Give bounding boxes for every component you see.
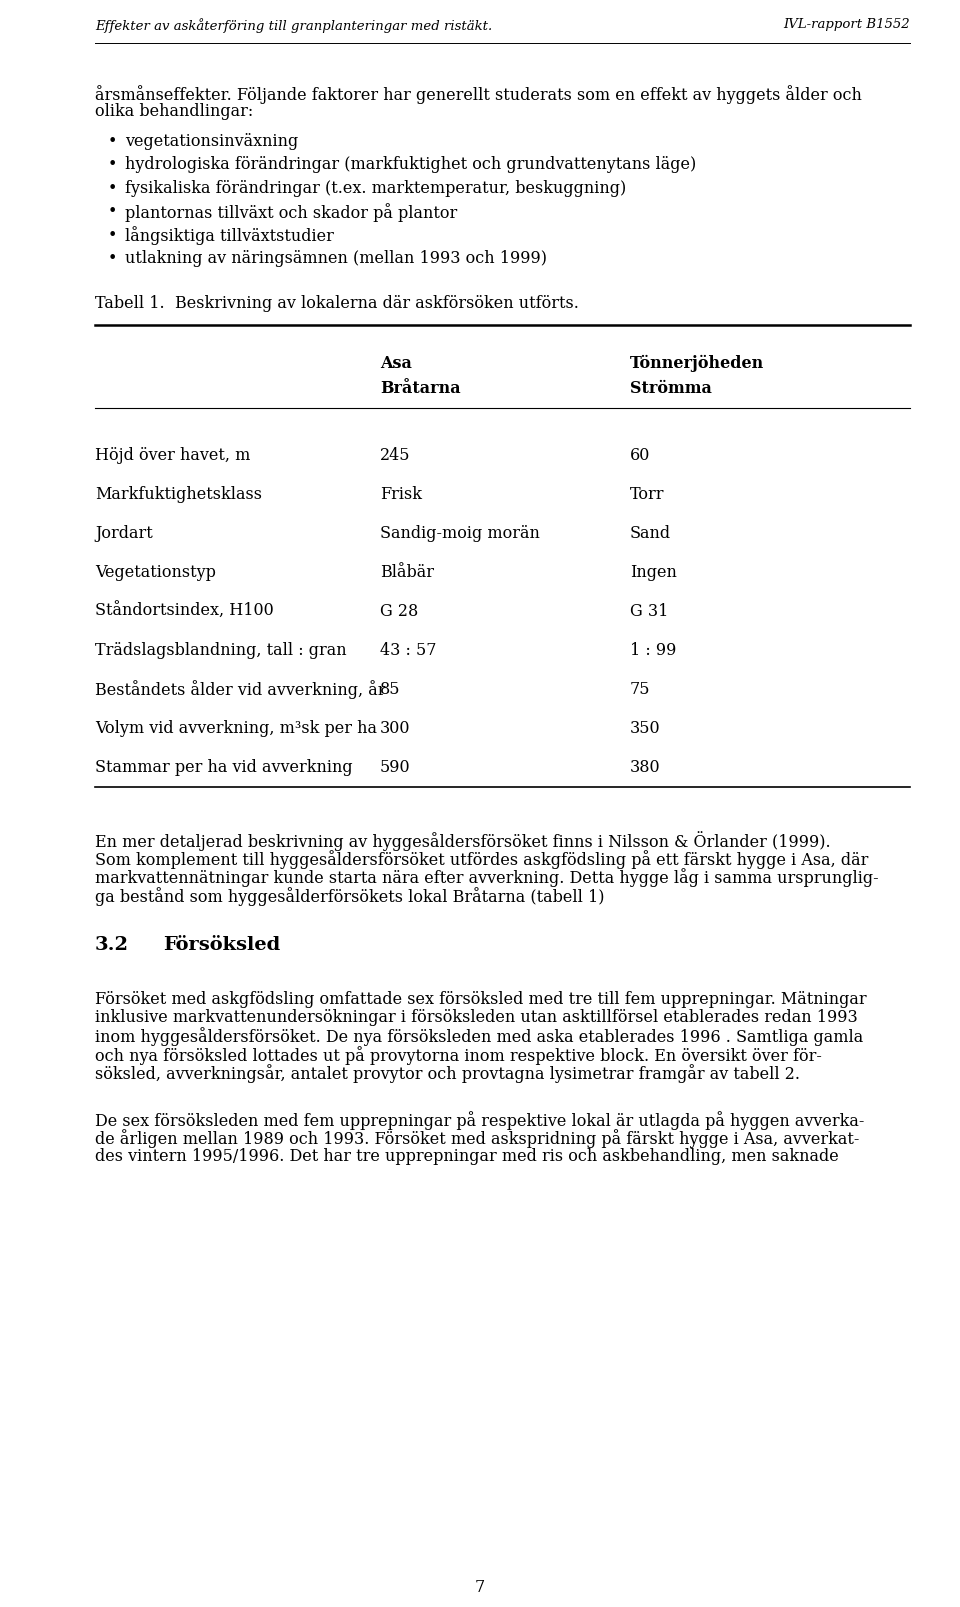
Text: inklusive markvattenundersökningar i försöksleden utan asktillförsel etablerades: inklusive markvattenundersökningar i för…	[95, 1009, 857, 1025]
Text: Som komplement till hyggesåldersförsöket utfördes askgfödsling på ett färskt hyg: Som komplement till hyggesåldersförsöket…	[95, 850, 869, 869]
Text: Försöket med askgfödsling omfattade sex försöksled med tre till fem upprepningar: Försöket med askgfödsling omfattade sex …	[95, 990, 867, 1008]
Text: Frisk: Frisk	[380, 485, 422, 503]
Text: Tönnerjöheden: Tönnerjöheden	[630, 355, 764, 373]
Text: 60: 60	[630, 447, 650, 463]
Text: Höjd över havet, m: Höjd över havet, m	[95, 447, 251, 463]
Text: des vintern 1995/1996. Det har tre upprepningar med ris och askbehandling, men s: des vintern 1995/1996. Det har tre uppre…	[95, 1147, 839, 1165]
Text: •: •	[108, 132, 117, 149]
Text: 1 : 99: 1 : 99	[630, 641, 677, 659]
Text: •: •	[108, 180, 117, 196]
Text: 380: 380	[630, 759, 660, 776]
Text: Beståndets ålder vid avverkning, år: Beståndets ålder vid avverkning, år	[95, 680, 386, 699]
Text: De sex försöksleden med fem upprepningar på respektive lokal är utlagda på hygge: De sex försöksleden med fem upprepningar…	[95, 1110, 864, 1130]
Text: Markfuktighetsklass: Markfuktighetsklass	[95, 485, 262, 503]
Text: Effekter av askåterföring till granplanteringar med ristäkt.: Effekter av askåterföring till granplant…	[95, 18, 492, 32]
Text: olika behandlingar:: olika behandlingar:	[95, 103, 253, 121]
Text: Stammar per ha vid avverkning: Stammar per ha vid avverkning	[95, 759, 352, 776]
Text: Försöksled: Försöksled	[163, 935, 280, 953]
Text: 75: 75	[630, 680, 651, 697]
Text: utlakning av näringsämnen (mellan 1993 och 1999): utlakning av näringsämnen (mellan 1993 o…	[125, 251, 547, 267]
Text: långsiktiga tillväxtstudier: långsiktiga tillväxtstudier	[125, 227, 334, 246]
Text: och nya försöksled lottades ut på provytorna inom respektive block. En översikt : och nya försöksled lottades ut på provyt…	[95, 1046, 822, 1065]
Text: de årligen mellan 1989 och 1993. Försöket med askspridning på färskt hygge i Asa: de årligen mellan 1989 och 1993. Försöke…	[95, 1130, 859, 1149]
Text: •: •	[108, 202, 117, 220]
Text: 245: 245	[380, 447, 411, 463]
Text: Asa: Asa	[380, 355, 412, 373]
Text: Sandig-moig morän: Sandig-moig morän	[380, 524, 540, 542]
Text: 43 : 57: 43 : 57	[380, 641, 437, 659]
Text: söksled, avverkningsår, antalet provytor och provtagna lysimetrar framgår av tab: söksled, avverkningsår, antalet provytor…	[95, 1064, 800, 1083]
Text: ga bestånd som hyggesålderförsökets lokal Bråtarna (tabell 1): ga bestånd som hyggesålderförsökets loka…	[95, 887, 605, 906]
Text: Jordart: Jordart	[95, 524, 153, 542]
Text: Ingen: Ingen	[630, 564, 677, 580]
Text: plantornas tillväxt och skador på plantor: plantornas tillväxt och skador på planto…	[125, 202, 457, 222]
Text: 350: 350	[630, 720, 660, 736]
Text: Strömma: Strömma	[630, 379, 712, 397]
Text: En mer detaljerad beskrivning av hyggesåldersförsöket finns i Nilsson & Örlander: En mer detaljerad beskrivning av hyggeså…	[95, 831, 830, 852]
Text: 7: 7	[475, 1580, 485, 1596]
Text: G 28: G 28	[380, 603, 419, 620]
Text: Trädslagsblandning, tall : gran: Trädslagsblandning, tall : gran	[95, 641, 347, 659]
Text: •: •	[108, 227, 117, 244]
Text: Volym vid avverkning, m³sk per ha: Volym vid avverkning, m³sk per ha	[95, 720, 377, 736]
Text: 3.2: 3.2	[95, 935, 129, 953]
Text: IVL-rapport B1552: IVL-rapport B1552	[783, 18, 910, 31]
Text: •: •	[108, 251, 117, 267]
Text: Sand: Sand	[630, 524, 671, 542]
Text: Ståndortsindex, H100: Ståndortsindex, H100	[95, 603, 274, 620]
Text: G 31: G 31	[630, 603, 668, 620]
Text: 300: 300	[380, 720, 411, 736]
Text: Vegetationstyp: Vegetationstyp	[95, 564, 216, 580]
Text: fysikaliska förändringar (t.ex. marktemperatur, beskuggning): fysikaliska förändringar (t.ex. marktemp…	[125, 180, 626, 196]
Text: inom hyggesåldersförsöket. De nya försöksleden med aska etablerades 1996 . Samtl: inom hyggesåldersförsöket. De nya försök…	[95, 1027, 863, 1046]
Text: 590: 590	[380, 759, 411, 776]
Text: vegetationsinväxning: vegetationsinväxning	[125, 132, 299, 149]
Text: Blåbär: Blåbär	[380, 564, 434, 580]
Text: Bråtarna: Bråtarna	[380, 379, 461, 397]
Text: Torr: Torr	[630, 485, 664, 503]
Text: •: •	[108, 156, 117, 174]
Text: 85: 85	[380, 680, 400, 697]
Text: hydrologiska förändringar (markfuktighet och grundvattenytans läge): hydrologiska förändringar (markfuktighet…	[125, 156, 696, 174]
Text: årsmånseffekter. Följande faktorer har generellt studerats som en effekt av hygg: årsmånseffekter. Följande faktorer har g…	[95, 85, 862, 104]
Text: Beskrivning av lokalerna där askförsöken utförts.: Beskrivning av lokalerna där askförsöken…	[175, 296, 579, 312]
Text: Tabell 1.: Tabell 1.	[95, 296, 164, 312]
Text: markvattennätningar kunde starta nära efter avverkning. Detta hygge låg i samma : markvattennätningar kunde starta nära ef…	[95, 868, 878, 887]
